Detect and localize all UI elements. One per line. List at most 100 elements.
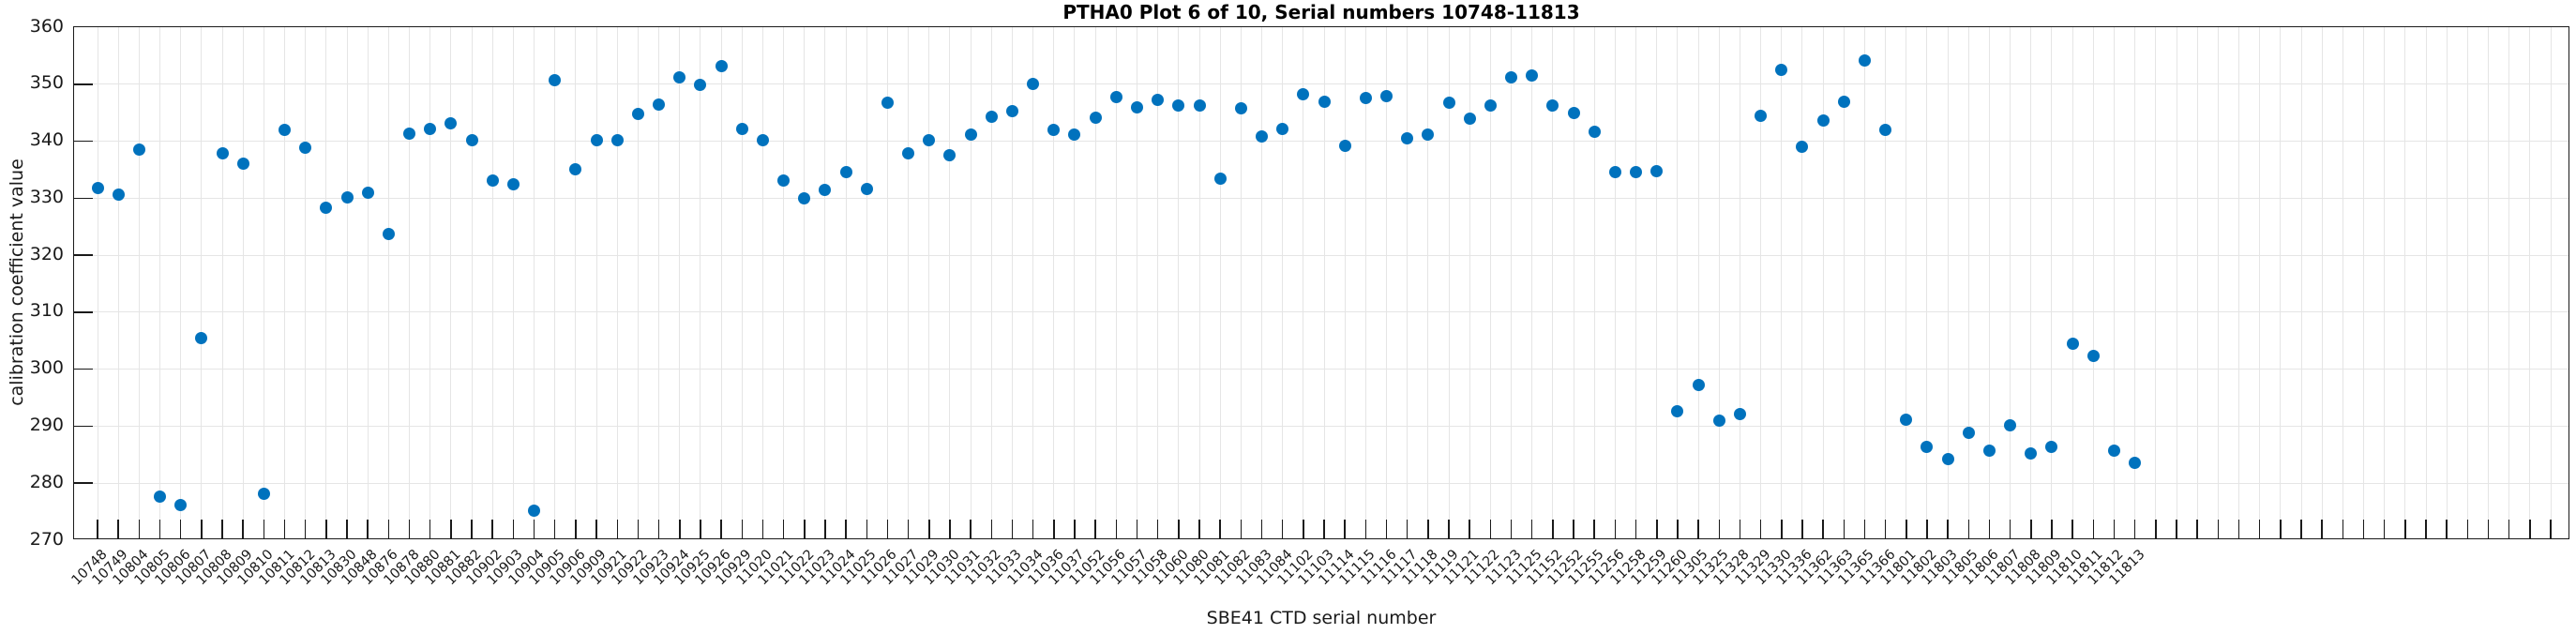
x-gridline	[1988, 27, 1990, 538]
x-tick	[1656, 520, 1658, 538]
data-point	[528, 504, 541, 517]
data-point	[881, 96, 894, 109]
x-tick-label: 11060	[1150, 547, 1192, 589]
data-point	[1588, 126, 1601, 139]
x-gridline	[866, 27, 867, 538]
x-gridline	[679, 27, 681, 538]
x-gridline	[1427, 27, 1429, 538]
x-tick	[700, 520, 701, 538]
x-tick-label: 10813	[297, 547, 339, 589]
data-point	[154, 491, 166, 504]
x-tick	[1739, 520, 1741, 538]
x-tick	[1303, 520, 1304, 538]
x-tick-label: 10804	[110, 547, 152, 589]
data-point	[486, 174, 499, 187]
x-tick	[2030, 520, 2032, 538]
x-gridline	[2010, 27, 2011, 538]
x-tick-label: 11336	[1773, 547, 1815, 589]
x-tick-label: 11052	[1066, 547, 1108, 589]
x-tick	[283, 520, 286, 538]
x-gridline	[1178, 27, 1180, 538]
x-tick-label: 11256	[1587, 547, 1629, 589]
x-tick-label: 10881	[422, 547, 464, 589]
x-gridline	[928, 27, 930, 538]
x-gridline	[1407, 27, 1409, 538]
x-tick	[2342, 520, 2344, 538]
x-tick	[117, 520, 119, 538]
x-tick	[1448, 520, 1450, 538]
x-tick-label: 11811	[2064, 547, 2106, 589]
x-tick-label: 10882	[443, 547, 485, 589]
x-tick-label: 11802	[1898, 547, 1940, 589]
x-tick-label: 11810	[2043, 547, 2086, 589]
x-gridline	[1552, 27, 1554, 538]
x-tick-label: 11803	[1919, 547, 1961, 589]
x-gridline	[1094, 27, 1096, 538]
x-axis-label: SBE41 CTD serial number	[1206, 608, 1437, 628]
x-gridline	[741, 27, 743, 538]
x-gridline	[1053, 27, 1055, 538]
data-point	[1526, 69, 1539, 83]
x-tick-label: 11057	[1108, 547, 1151, 589]
x-tick-label: 11025	[837, 547, 880, 589]
x-tick	[2362, 520, 2365, 538]
x-gridline	[2030, 27, 2032, 538]
x-tick-label: 11805	[1939, 547, 1981, 589]
data-point	[1796, 141, 1809, 154]
x-tick	[2466, 520, 2469, 538]
x-tick-label: 11117	[1378, 547, 1421, 589]
x-tick	[1094, 520, 1096, 538]
x-gridline	[720, 27, 722, 538]
x-tick	[782, 520, 785, 538]
y-tick	[74, 482, 93, 484]
x-tick	[866, 520, 868, 538]
x-tick-label: 11114	[1316, 547, 1358, 589]
x-tick	[553, 520, 556, 538]
x-gridline	[1240, 27, 1242, 538]
data-point	[1089, 112, 1102, 125]
x-gridline	[387, 27, 389, 538]
x-tick-label: 10922	[610, 547, 652, 589]
x-tick-label: 11122	[1462, 547, 1503, 589]
x-gridline	[2051, 27, 2053, 538]
x-tick-label: 11125	[1503, 547, 1545, 589]
x-tick-label: 11808	[2002, 547, 2044, 589]
y-gridline	[74, 311, 2568, 313]
x-tick	[2280, 520, 2282, 538]
x-gridline	[346, 27, 348, 538]
x-tick	[637, 520, 640, 538]
data-point	[610, 133, 624, 146]
x-tick-label: 11084	[1254, 547, 1296, 589]
data-point	[1692, 379, 1705, 392]
x-gridline	[1469, 27, 1470, 538]
x-tick	[1469, 520, 1470, 538]
x-tick-label: 10809	[214, 547, 256, 589]
x-gridline	[1198, 27, 1200, 538]
x-tick	[2113, 520, 2116, 538]
data-point	[549, 74, 562, 87]
data-point	[1858, 53, 1871, 67]
x-gridline	[1614, 27, 1616, 538]
x-gridline	[471, 27, 473, 538]
x-gridline	[761, 27, 763, 538]
x-gridline	[1677, 27, 1679, 538]
x-tick	[179, 520, 182, 538]
data-point	[1401, 132, 1414, 145]
data-point	[694, 79, 707, 92]
data-point	[506, 178, 520, 191]
x-gridline	[970, 27, 972, 538]
x-tick	[1843, 520, 1845, 538]
data-point	[1027, 77, 1040, 90]
x-tick	[367, 520, 369, 538]
data-point	[1546, 98, 1559, 112]
x-tick	[1593, 520, 1595, 538]
x-tick-label: 11020	[734, 547, 776, 589]
x-tick-label: 11056	[1087, 547, 1129, 589]
data-point	[653, 98, 666, 112]
data-point	[236, 157, 249, 170]
x-tick	[221, 520, 223, 538]
x-gridline	[1344, 27, 1346, 538]
x-gridline	[2508, 27, 2510, 538]
x-gridline	[595, 27, 597, 538]
x-gridline	[1885, 27, 1887, 538]
